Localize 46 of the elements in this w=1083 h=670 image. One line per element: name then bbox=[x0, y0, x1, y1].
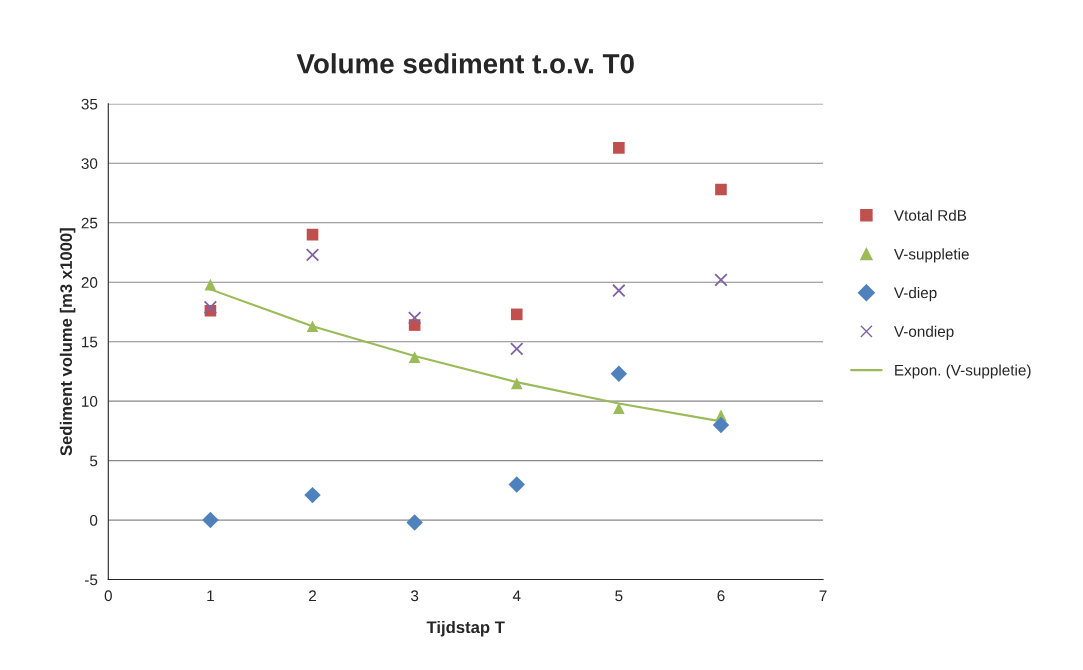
y-tick-label: 10 bbox=[82, 396, 98, 407]
point bbox=[510, 342, 524, 356]
point bbox=[408, 351, 421, 363]
x-tick-label: 0 bbox=[104, 590, 112, 602]
x-tick-label: 5 bbox=[615, 590, 623, 602]
legend-label: Expon. (V-suppletie) bbox=[895, 364, 1031, 379]
point bbox=[406, 514, 423, 531]
y-tick-label: 30 bbox=[81, 158, 98, 169]
point bbox=[304, 486, 321, 504]
point bbox=[612, 283, 626, 298]
point bbox=[202, 511, 219, 529]
point bbox=[613, 142, 625, 154]
point bbox=[508, 476, 525, 493]
point bbox=[610, 365, 628, 383]
point bbox=[613, 402, 625, 415]
y-tick-label: 0 bbox=[89, 514, 98, 526]
point bbox=[510, 377, 523, 390]
x-tick-label: 3 bbox=[410, 590, 419, 602]
point bbox=[306, 228, 319, 241]
y-tick-label: 25 bbox=[81, 217, 98, 229]
point bbox=[204, 278, 217, 291]
y-tick-label: 15 bbox=[82, 336, 98, 348]
point bbox=[306, 320, 319, 333]
point bbox=[714, 273, 728, 287]
y-tick-label: -5 bbox=[84, 574, 98, 586]
y-tick-label: 35 bbox=[81, 98, 98, 110]
legend-label: V-suppletie bbox=[893, 248, 969, 263]
x-tick-label: 1 bbox=[207, 590, 214, 602]
x-tick-label: 6 bbox=[717, 590, 725, 602]
y-axis-title: Sediment volume [m3 x1000] bbox=[59, 228, 76, 456]
point bbox=[715, 183, 727, 196]
x-tick-label: 7 bbox=[819, 590, 827, 602]
point bbox=[407, 311, 422, 325]
x-tick-label: 2 bbox=[309, 590, 316, 602]
x-tick-label: 4 bbox=[512, 590, 521, 602]
legend-label: V-ondiep bbox=[893, 325, 954, 340]
x-axis-title: Tijdstap T bbox=[426, 620, 505, 637]
y-tick-label: 20 bbox=[81, 277, 98, 288]
point bbox=[712, 416, 730, 434]
y-tick-label: 5 bbox=[90, 455, 98, 467]
point bbox=[305, 248, 320, 262]
legend-label: Vtotal RdB bbox=[893, 209, 967, 221]
point bbox=[510, 308, 523, 321]
chart-title: Volume sediment t.o.v. T0 bbox=[296, 53, 634, 74]
legend-label: V-diep bbox=[893, 287, 937, 302]
point bbox=[203, 300, 218, 314]
